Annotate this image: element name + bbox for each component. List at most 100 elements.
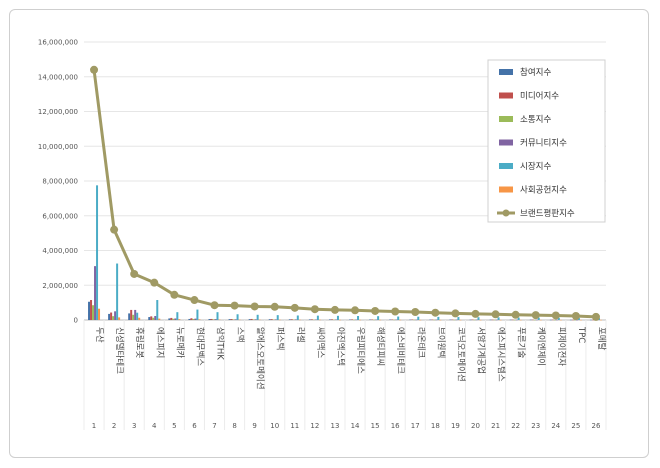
bar [437, 316, 440, 320]
rank-label: 10 [270, 422, 279, 430]
line-point [210, 301, 219, 310]
x-category-label: 싸이맥스 [315, 327, 326, 358]
bar [288, 319, 291, 320]
rank-label: 24 [551, 422, 560, 430]
bar [493, 319, 496, 321]
bar [519, 319, 522, 321]
bar [334, 319, 337, 320]
bar [395, 319, 398, 321]
bar [228, 319, 231, 320]
bar [272, 319, 275, 320]
bar [192, 318, 195, 320]
x-category-label: 신성델타테크 [114, 327, 125, 374]
rank-label: 8 [232, 422, 236, 430]
bar [110, 312, 113, 320]
legend-entry: 소통지수 [520, 115, 551, 125]
bar [308, 319, 311, 320]
bar [411, 319, 414, 320]
bar [349, 319, 352, 320]
legend-swatch [499, 139, 513, 146]
bar [477, 317, 480, 320]
bar [371, 319, 374, 320]
line-point [451, 309, 460, 318]
bar [389, 319, 392, 320]
x-category-label: TPC [576, 326, 586, 343]
bar [457, 317, 460, 320]
bar [312, 319, 315, 321]
legend-swatch [499, 69, 513, 75]
bar [270, 319, 273, 320]
bar [290, 319, 293, 320]
bar [573, 319, 576, 321]
bar [591, 319, 594, 321]
bar [559, 319, 562, 321]
bar [479, 319, 482, 321]
bar [332, 319, 335, 321]
x-category-label: 스맥 [235, 327, 246, 343]
bar [88, 301, 91, 320]
line-point [411, 308, 420, 317]
bar [238, 319, 241, 321]
line-point [591, 312, 600, 321]
legend-swatch [499, 92, 513, 99]
bar [252, 319, 255, 320]
line-point [571, 312, 580, 321]
legend-entry: 시장지수 [520, 161, 551, 172]
x-category-label: 러셀 [295, 327, 306, 343]
bar [511, 319, 514, 321]
line-point [310, 305, 319, 314]
legend-entry: 사회공헌지수 [520, 186, 567, 196]
bar [529, 319, 532, 321]
bar [419, 319, 422, 321]
x-category-label: 피제이전자 [556, 327, 567, 366]
line-point [351, 306, 360, 315]
bar [94, 266, 97, 320]
bar [429, 319, 432, 321]
bar [377, 316, 380, 320]
bar [471, 319, 474, 321]
line-point [250, 302, 259, 311]
bar [278, 319, 281, 321]
bar [551, 319, 554, 321]
bar [509, 319, 512, 321]
bar [96, 185, 99, 320]
bar [194, 318, 197, 320]
x-category-label: 두산 [94, 327, 105, 343]
y-tick-label: 12,000,000 [38, 108, 78, 116]
bar [208, 319, 211, 320]
bar [473, 319, 476, 321]
bar [178, 319, 181, 320]
bar [449, 319, 452, 321]
bar [214, 319, 217, 320]
bar [98, 308, 101, 320]
rank-label: 6 [192, 422, 197, 430]
bar [198, 319, 201, 320]
bar [433, 319, 436, 321]
rank-label: 19 [451, 422, 460, 430]
line-point [391, 307, 400, 316]
bar [431, 319, 434, 321]
bar [330, 319, 333, 320]
rank-label: 15 [371, 422, 380, 430]
bar [92, 305, 95, 320]
bar [469, 319, 472, 321]
line-point [110, 225, 119, 234]
x-category-label: 에스비비테크 [395, 327, 405, 374]
bar [475, 319, 478, 321]
y-tick-label: 16,000,000 [38, 39, 78, 47]
bar [136, 312, 139, 320]
bar [156, 300, 159, 320]
bar [531, 319, 534, 321]
bar [533, 319, 536, 321]
rank-label: 1 [92, 422, 96, 430]
bar [417, 316, 420, 320]
bar [495, 319, 498, 321]
bar [130, 309, 133, 320]
bar [409, 319, 412, 321]
line-point [90, 65, 99, 74]
bar [336, 315, 339, 320]
rank-label: 12 [310, 422, 319, 430]
bar [148, 317, 151, 320]
bar [254, 319, 257, 320]
x-category-label: 현대무벡스 [194, 327, 204, 366]
